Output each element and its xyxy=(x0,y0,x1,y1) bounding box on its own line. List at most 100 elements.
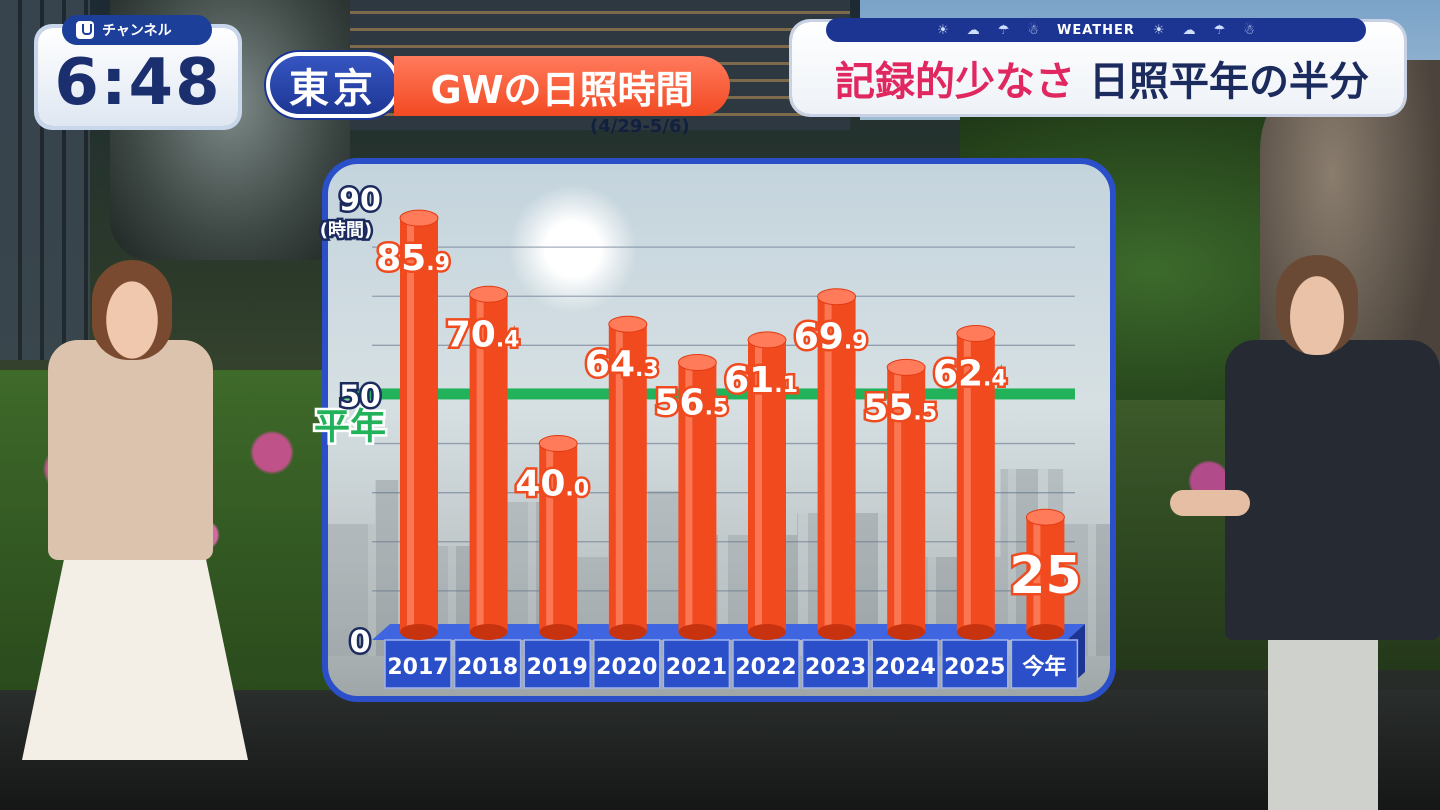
x-category-cell xyxy=(593,639,661,689)
weather-tag: ☀ ☁ ☂ ☃ WEATHER ☀ ☁ ☂ ☃ xyxy=(826,18,1366,42)
date-period: (4/29-5/6) xyxy=(590,116,690,137)
bar-highlight xyxy=(615,328,623,628)
bar-bottom xyxy=(469,624,508,640)
bar-bottom xyxy=(608,624,647,640)
x-category-cell xyxy=(941,639,1009,689)
sun-icon: ☀ xyxy=(937,22,949,38)
x-tick-label: 2021 xyxy=(666,655,727,680)
bar xyxy=(1026,517,1065,632)
chart-title: GWの日照時間 xyxy=(394,56,730,116)
bar-bottom xyxy=(748,624,786,640)
bar-value-label: 25 xyxy=(1009,546,1081,606)
bar-highlight xyxy=(685,366,693,628)
x-tick-label: 2024 xyxy=(875,655,936,680)
bar-bottom xyxy=(1026,624,1065,640)
bar-highlight xyxy=(1033,521,1041,628)
x-category-cell xyxy=(871,639,939,689)
y-tick-label: 90 xyxy=(339,183,381,218)
presenter-left-head xyxy=(92,260,172,360)
bar xyxy=(817,296,856,632)
city-label: 東京 xyxy=(266,52,400,118)
x-category-cell xyxy=(523,639,591,689)
bar-cap xyxy=(469,285,509,303)
x-tick-label: 2022 xyxy=(735,655,796,680)
normal-label: 平年 xyxy=(314,406,386,447)
headline-red: 記録的少なさ xyxy=(835,59,1075,105)
x-category-cell xyxy=(1010,639,1079,689)
x-tick-label: 2017 xyxy=(387,655,448,680)
x-category-cell xyxy=(384,639,452,689)
bar xyxy=(956,333,995,632)
x-category-cell xyxy=(662,639,731,689)
presenter-right-head xyxy=(1276,255,1358,355)
sun-icon: ☀ xyxy=(1152,22,1165,38)
x-category-cell xyxy=(801,639,870,689)
headline-navy: 日照平年の半分 xyxy=(1089,59,1369,105)
bar-value-label: 40.0 xyxy=(515,464,589,505)
bar-cap xyxy=(677,354,717,372)
bar-cap xyxy=(538,435,578,453)
bar-cap xyxy=(608,315,648,333)
channel-tag: チャンネル xyxy=(62,15,212,45)
snowman-icon: ☃ xyxy=(1027,22,1040,38)
clock-time: 6:48 xyxy=(54,46,222,120)
bar xyxy=(539,443,578,632)
bar-value-label: 62.4 xyxy=(933,354,1007,395)
bar-value-label: 56.5 xyxy=(655,383,729,424)
bar-cap xyxy=(1025,508,1065,526)
bar-value-label: 61.1 xyxy=(724,360,798,401)
sun-graphic xyxy=(508,184,638,314)
bar-cap xyxy=(399,209,439,227)
bar-bottom xyxy=(539,624,578,640)
bar-bottom xyxy=(887,624,926,640)
bar-cap xyxy=(956,325,996,343)
bar xyxy=(469,294,508,632)
bar-value-label: 70.4 xyxy=(446,314,520,355)
x-tick-label: 2020 xyxy=(596,655,657,680)
weather-label: WEATHER xyxy=(1057,22,1135,38)
cloud-icon: ☁ xyxy=(966,22,980,38)
bar-cap xyxy=(886,358,926,376)
bar-bottom xyxy=(400,624,438,640)
x-category-cell xyxy=(732,639,800,689)
presenter-right-jacket xyxy=(1225,340,1440,640)
x-tick-label: 2025 xyxy=(944,655,1005,680)
channel-name: チャンネル xyxy=(102,23,172,39)
y-tick-label: 50 xyxy=(339,379,381,414)
bar-highlight xyxy=(824,300,832,628)
bar-bottom xyxy=(817,624,856,640)
bar-highlight xyxy=(755,343,762,628)
presenter-left-coat xyxy=(48,340,213,560)
bar-value-label: 85.9 xyxy=(376,238,450,279)
y-tick-label: 0 xyxy=(350,625,371,660)
bar-highlight xyxy=(476,298,484,628)
bar-highlight xyxy=(963,337,971,628)
bar-bottom xyxy=(956,624,995,640)
presenter-right-hand xyxy=(1170,490,1250,516)
x-tick-label: 2018 xyxy=(457,655,518,680)
bar-highlight xyxy=(407,222,414,628)
bar-cap xyxy=(817,288,857,306)
bar-cap xyxy=(747,331,787,349)
cloud-icon: ☁ xyxy=(1182,22,1196,38)
x-tick-label: 今年 xyxy=(1022,654,1066,680)
bar-bottom xyxy=(678,624,717,640)
x-category-cell xyxy=(453,639,522,689)
x-tick-label: 2019 xyxy=(527,655,588,680)
bar xyxy=(608,324,647,632)
headline: 記録的少なさ 日照平年の半分 xyxy=(812,52,1392,105)
y-axis-unit: (時間) xyxy=(320,220,372,241)
channel-logo-icon xyxy=(76,21,94,39)
umbrella-icon: ☂ xyxy=(997,22,1010,38)
bar xyxy=(887,367,926,632)
bar-value-label: 69.9 xyxy=(794,317,868,358)
presenter-right-pants xyxy=(1268,630,1378,810)
bar xyxy=(678,362,717,632)
bar-highlight xyxy=(894,371,902,628)
bar-value-label: 64.3 xyxy=(585,344,659,385)
bar xyxy=(400,218,438,632)
bar-highlight xyxy=(546,447,554,628)
umbrella-icon: ☂ xyxy=(1213,22,1226,38)
bar xyxy=(748,339,786,632)
